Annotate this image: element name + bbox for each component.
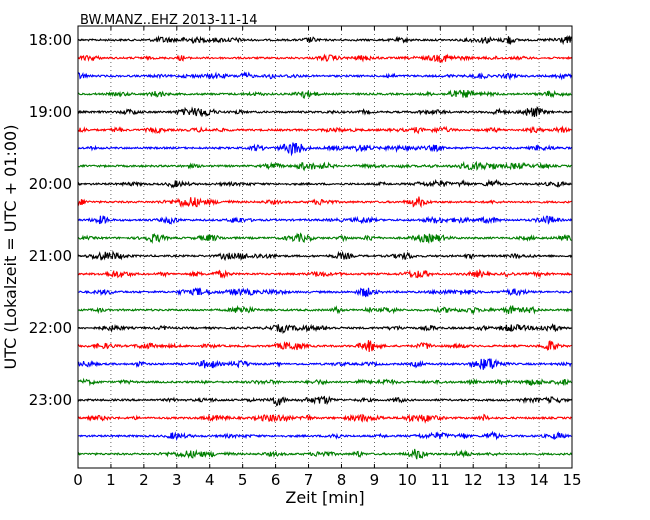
trace-23:30: [77, 430, 572, 441]
x-tick-label: 3: [172, 471, 182, 489]
x-tick-label: 0: [73, 471, 83, 489]
x-tick-label: 12: [464, 471, 483, 489]
plot-frame: [77, 25, 573, 469]
y-tick-label: 22:00: [29, 319, 72, 337]
x-tick-label: 1: [106, 471, 116, 489]
x-tick-label: 7: [304, 471, 314, 489]
trace-19:45: [77, 160, 572, 172]
y-tick-label: 21:00: [29, 247, 72, 265]
trace-19:30: [77, 142, 572, 157]
trace-23:00: [77, 395, 572, 407]
trace-18:30: [77, 71, 573, 81]
trace-23:15: [77, 413, 572, 424]
y-axis-label: UTC (Lokalzeit = UTC + 01:00): [1, 125, 20, 370]
x-tick-label: 5: [238, 471, 248, 489]
trace-21:00: [77, 250, 572, 262]
trace-22:30: [77, 357, 572, 371]
y-tick-label: 23:00: [29, 391, 72, 409]
x-tick-label: 8: [337, 471, 347, 489]
plot-area: [78, 26, 572, 468]
trace-22:15: [77, 340, 572, 353]
x-axis-label: Zeit [min]: [285, 488, 364, 507]
x-tick-label: 2: [139, 471, 149, 489]
x-tick-label: 13: [497, 471, 516, 489]
y-tick-label: 20:00: [29, 175, 72, 193]
x-tick-label: 11: [431, 471, 450, 489]
trace-22:45: [77, 377, 572, 387]
trace-20:30: [77, 215, 572, 225]
trace-21:45: [77, 304, 572, 315]
trace-19:00: [77, 106, 572, 118]
y-tick-label: 18:00: [29, 31, 72, 49]
seismogram-traces: [77, 34, 573, 460]
x-tick-label: 14: [530, 471, 549, 489]
grid-lines: [110, 26, 540, 468]
x-tick-label: 15: [562, 471, 581, 489]
x-tick-label: 10: [398, 471, 417, 489]
trace-18:00: [77, 34, 573, 46]
x-tick-label: 6: [271, 471, 281, 489]
trace-20:45: [77, 232, 572, 245]
y-axis-ticks: 18:00 19:00 20:00 21:00 22:00 23:00: [29, 31, 572, 409]
x-tick-label: 9: [370, 471, 380, 489]
trace-21:30: [77, 287, 572, 298]
trace-23:45: [77, 448, 573, 460]
trace-20:15: [77, 196, 572, 209]
x-tick-label: 4: [205, 471, 215, 489]
chart-title: BW.MANZ..EHZ 2013-11-14: [80, 13, 258, 28]
y-tick-label: 19:00: [29, 103, 72, 121]
trace-18:15: [77, 53, 572, 64]
trace-19:15: [77, 125, 572, 135]
trace-22:00: [77, 323, 572, 335]
trace-21:15: [77, 268, 572, 279]
trace-20:00: [77, 178, 572, 189]
trace-18:45: [77, 89, 572, 100]
x-axis-ticks: 0 1 2 3 4 5 6 7 8 9 10 11 12 13 14 15: [73, 26, 582, 489]
